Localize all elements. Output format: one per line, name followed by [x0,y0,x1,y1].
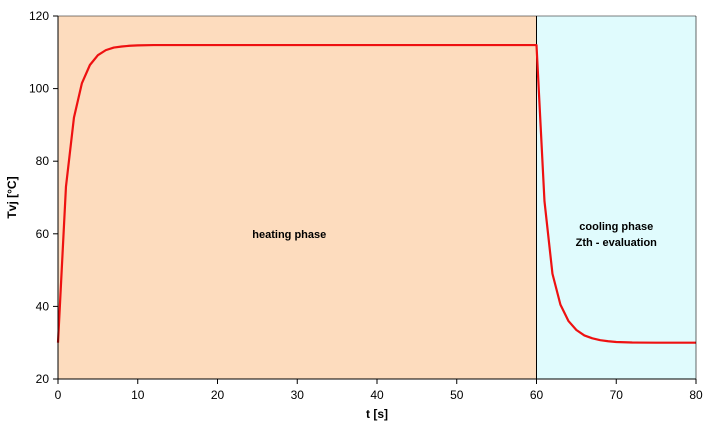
y-tick-label: 40 [36,299,50,313]
phase-label-0: heating phase [252,229,326,241]
y-tick-label: 20 [36,372,50,386]
y-tick-label: 100 [29,82,49,96]
x-tick-label: 0 [55,388,62,402]
x-tick-label: 50 [450,388,464,402]
region-labels: heating phase cooling phase Zth - evaluati… [252,221,657,249]
y-tick-label: 80 [36,154,50,168]
phase-region-0 [58,16,537,379]
phase-label-1: cooling phase Zth - evaluation [576,221,658,249]
x-tick-label: 40 [370,388,384,402]
x-axis-ticks: 0 10 20 30 40 50 60 70 80 [55,379,703,402]
y-tick-label: 120 [29,9,49,23]
y-axis-ticks: 20 40 60 80 100 120 [29,9,58,386]
phase-region-1 [536,16,696,379]
x-axis-title: t [s] [366,407,388,421]
tvj-series-line [56,43,696,344]
x-tick-label: 30 [291,388,305,402]
y-tick-label: 60 [36,227,50,241]
x-tick-label: 20 [211,388,225,402]
y-axis-title: Tvj [°C] [5,176,19,218]
x-tick-label: 60 [530,388,544,402]
phase-regions [58,16,696,379]
x-tick-label: 70 [610,388,624,402]
x-tick-label: 10 [131,388,145,402]
x-tick-label: 80 [689,388,703,402]
